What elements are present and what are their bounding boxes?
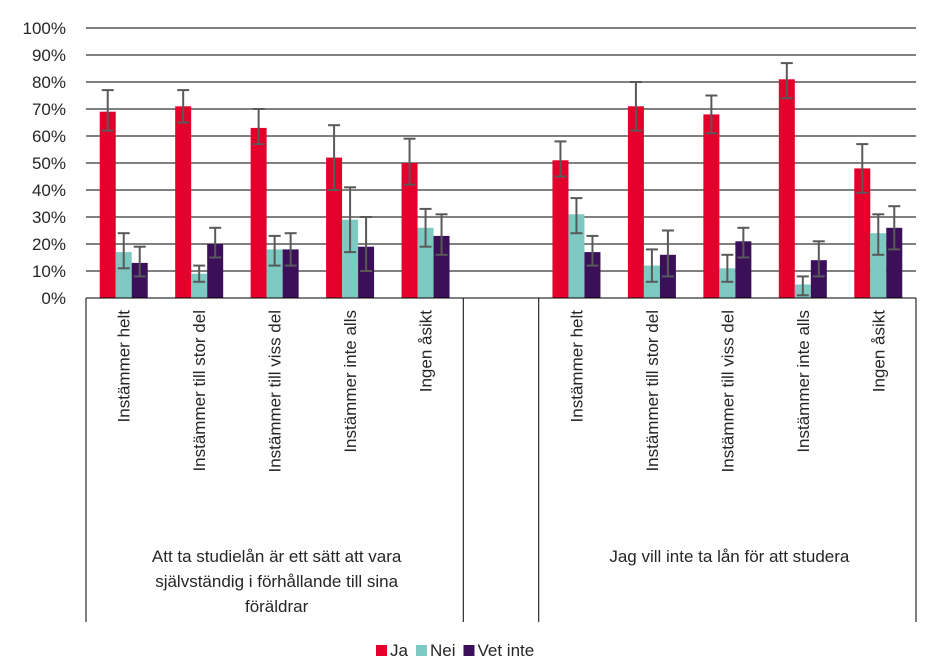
bar	[401, 163, 418, 298]
group-label: Jag vill inte ta lån för att studera	[609, 547, 850, 566]
category-label: Instämmer inte alls	[794, 310, 813, 453]
category-label: Instämmer helt	[115, 310, 134, 423]
bar	[266, 249, 283, 298]
y-tick-label: 60%	[32, 127, 66, 146]
y-tick-label: 50%	[32, 154, 66, 173]
bar	[342, 219, 359, 298]
bar	[326, 157, 343, 298]
group-label: Att ta studielån är ett sätt att vara	[152, 547, 402, 566]
legend-label: Nei	[430, 641, 456, 660]
legend-label: Ja	[390, 641, 409, 660]
bar	[131, 262, 148, 298]
bar	[627, 106, 644, 298]
legend: Ja Nei Vet inte	[376, 641, 534, 660]
bar	[115, 252, 132, 298]
category-label: Instämmer till viss del	[718, 310, 737, 472]
legend-swatch	[463, 645, 475, 656]
bar	[735, 241, 752, 298]
bar	[358, 246, 375, 298]
y-tick-label: 90%	[32, 46, 66, 65]
bar	[99, 111, 116, 298]
bar	[870, 233, 887, 298]
bar	[250, 127, 267, 299]
y-tick-label: 70%	[32, 100, 66, 119]
y-tick-label: 30%	[32, 208, 66, 227]
error-bars	[101, 62, 901, 297]
group-labels: Att ta studielån är ett sätt att vara sjä…	[152, 547, 850, 616]
group-label: självständig i förhållande till sina	[155, 572, 398, 591]
category-label: Instämmer till viss del	[266, 310, 285, 472]
legend-label: Vet inte	[477, 641, 534, 660]
category-label: Instämmer inte alls	[341, 310, 360, 453]
y-tick-label: 100%	[23, 19, 66, 38]
bar	[191, 273, 208, 298]
x-axis	[85, 297, 917, 622]
category-label: Instämmer helt	[567, 310, 586, 423]
legend-swatch	[415, 645, 427, 656]
y-tick-label: 20%	[32, 235, 66, 254]
bar	[568, 214, 585, 298]
bars	[99, 79, 903, 299]
bar	[778, 79, 795, 298]
bar	[417, 227, 434, 298]
bar	[175, 106, 192, 298]
bar	[719, 268, 736, 298]
category-label: Ingen åsikt	[417, 310, 436, 392]
bar	[810, 260, 827, 298]
group-label: föräldrar	[245, 597, 309, 616]
y-tick-label: 10%	[32, 262, 66, 281]
y-axis-tick-labels: 0% 10% 20% 30% 40% 50% 60% 70% 80% 90% 100%	[23, 19, 66, 308]
y-tick-label: 0%	[41, 289, 66, 308]
gridlines	[86, 27, 916, 272]
bar	[552, 160, 569, 298]
category-labels: Instämmer helt Instämmer till stor del Ins…	[115, 310, 889, 473]
bar	[703, 114, 720, 299]
bar	[584, 252, 601, 298]
legend-swatch	[376, 645, 387, 656]
category-label: Instämmer till stor del	[190, 310, 209, 472]
bar	[282, 249, 299, 298]
category-label: Instämmer till stor del	[643, 310, 662, 472]
bar	[886, 227, 903, 298]
y-tick-label: 40%	[32, 181, 66, 200]
y-tick-label: 80%	[32, 73, 66, 92]
category-label: Ingen åsikt	[869, 310, 888, 392]
bar	[433, 235, 450, 298]
bar	[854, 168, 871, 298]
